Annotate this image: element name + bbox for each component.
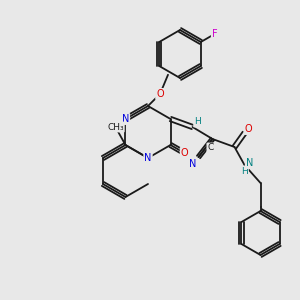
Text: CH₃: CH₃ [107,122,124,131]
Text: H: H [194,118,201,127]
Text: C: C [207,143,214,152]
Text: N: N [144,153,152,163]
Text: O: O [156,89,164,99]
Text: O: O [245,124,252,134]
Text: N: N [122,114,129,124]
Text: N: N [246,158,253,168]
Text: O: O [181,148,188,158]
Text: N: N [189,159,196,169]
Text: H: H [241,167,248,176]
Text: F: F [212,29,218,39]
